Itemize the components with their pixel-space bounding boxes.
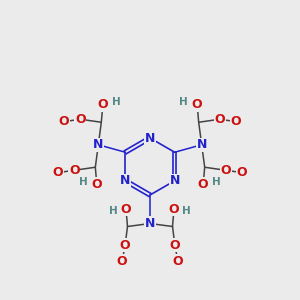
Text: H: H	[79, 177, 88, 187]
Text: N: N	[93, 138, 104, 151]
Text: O: O	[237, 166, 247, 179]
Text: N: N	[120, 174, 130, 187]
Text: O: O	[169, 238, 180, 252]
Text: N: N	[145, 131, 155, 145]
Text: O: O	[58, 115, 69, 128]
Text: O: O	[69, 164, 80, 177]
Text: O: O	[214, 113, 225, 126]
Text: O: O	[117, 255, 128, 268]
Text: O: O	[121, 202, 131, 216]
Text: H: H	[179, 98, 188, 107]
Text: O: O	[75, 113, 86, 126]
Text: H: H	[182, 206, 191, 216]
Text: H: H	[109, 206, 118, 216]
Text: O: O	[198, 178, 208, 191]
Text: N: N	[145, 217, 155, 230]
Text: N: N	[196, 138, 207, 151]
Text: O: O	[220, 164, 231, 177]
Text: H: H	[112, 98, 121, 107]
Text: O: O	[120, 238, 130, 252]
Text: O: O	[92, 178, 102, 191]
Text: O: O	[172, 255, 183, 268]
Text: O: O	[98, 98, 108, 111]
Text: O: O	[169, 202, 179, 216]
Text: O: O	[231, 115, 242, 128]
Text: H: H	[212, 177, 221, 187]
Text: N: N	[169, 174, 180, 187]
Text: O: O	[52, 166, 63, 179]
Text: O: O	[192, 98, 202, 111]
